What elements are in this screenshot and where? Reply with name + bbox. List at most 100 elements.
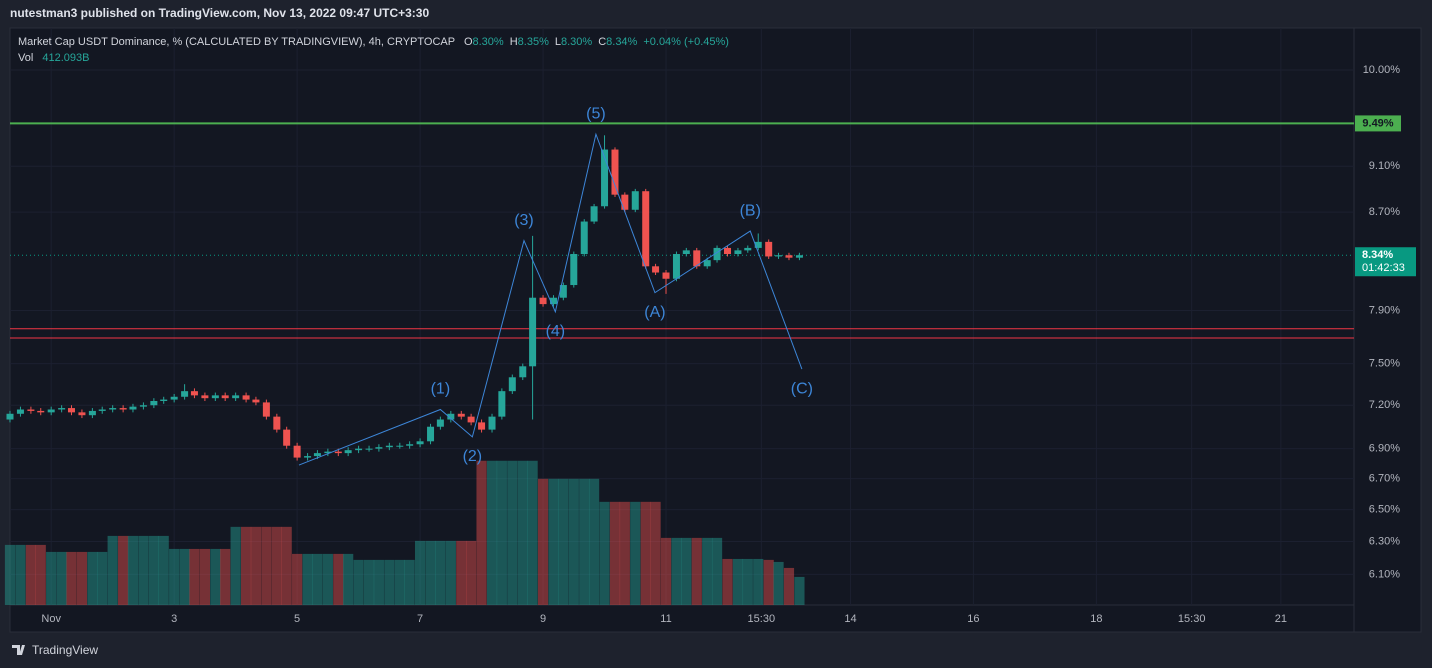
candle-body [396, 445, 404, 447]
volume-bar [87, 551, 98, 605]
volume-bar [107, 535, 118, 605]
y-tick-label: 8.70% [1369, 206, 1400, 218]
volume-bar [230, 526, 241, 605]
candle-body [652, 266, 660, 273]
volume-bar [711, 537, 723, 605]
candle-body [16, 409, 24, 414]
series-title: Market Cap USDT Dominance, % (CALCULATED… [18, 36, 455, 48]
candle-body [631, 191, 639, 210]
candle-body [242, 395, 250, 400]
candle-body [785, 255, 793, 258]
volume-bar [753, 558, 764, 605]
candle-body [27, 409, 35, 411]
volume-bar [794, 576, 805, 605]
volume-bar [445, 540, 456, 605]
candle-body [529, 297, 537, 367]
candle-body [682, 250, 690, 255]
volume-bar [353, 559, 364, 605]
volume-bar [4, 544, 16, 605]
brand: TradingView [12, 643, 98, 657]
candle-body [385, 445, 393, 448]
volume-bar [579, 478, 590, 605]
volume-bar [250, 526, 262, 605]
volume-bar [158, 535, 169, 605]
candle-body [436, 419, 444, 427]
candle-body [170, 396, 178, 400]
candle-body [232, 395, 240, 399]
y-tick-label: 6.10% [1369, 568, 1400, 580]
candle-body [519, 366, 527, 378]
x-tick-label: Nov [41, 613, 61, 625]
volume-bar [742, 558, 753, 605]
candle-body [304, 456, 312, 458]
candle-body [252, 399, 260, 403]
volume-bar [681, 537, 692, 605]
candle-body [406, 444, 414, 446]
volume-bar [118, 535, 129, 605]
x-tick-label: 16 [967, 613, 979, 625]
x-tick-label: 15:30 [748, 613, 776, 625]
volume-bar [691, 537, 702, 605]
candle-body [88, 410, 96, 416]
volume-bar [312, 553, 323, 605]
volume-bar [588, 478, 600, 605]
wave-line [298, 132, 803, 466]
candle-body [427, 426, 435, 442]
volume-bar [148, 535, 159, 605]
candle-body [109, 408, 117, 410]
candle-body [590, 206, 598, 222]
volume-bar [660, 537, 672, 605]
volume-bar [732, 558, 744, 605]
candle-body [78, 412, 86, 416]
candle-body [642, 191, 650, 267]
volume-bar [169, 548, 180, 605]
x-tick-label: 18 [1090, 613, 1102, 625]
x-tick-label: 9 [540, 613, 546, 625]
candle-body [334, 451, 342, 454]
volume-bar [702, 537, 713, 605]
candle-body [570, 254, 578, 286]
volume-bar [363, 559, 375, 605]
candle-body [775, 255, 783, 257]
ohlc-key: O [464, 36, 473, 48]
candle-body [672, 254, 680, 279]
volume-bar [373, 559, 384, 605]
volume-bar [456, 540, 467, 605]
candle-body [447, 413, 455, 420]
y-tick-label: 6.90% [1369, 443, 1400, 455]
volume-bar [404, 559, 415, 605]
x-tick-label: 11 [660, 613, 671, 625]
volume-bar [333, 553, 344, 605]
volume-name: Vol [18, 52, 33, 64]
change: +0.04% (+0.45%) [643, 36, 729, 48]
volume-bar [384, 559, 395, 605]
candle-body [150, 400, 158, 406]
candle-body [313, 453, 321, 457]
candle-body [416, 441, 424, 445]
candle-body [293, 445, 301, 458]
volume-bar [599, 501, 610, 605]
candle-body [550, 297, 558, 305]
y-tick-label: 6.70% [1369, 473, 1400, 485]
volume-bar [179, 548, 190, 605]
x-tick-label: 7 [417, 613, 423, 625]
wave-label: (C) [791, 380, 813, 397]
candle-body [139, 405, 147, 407]
candle-body [211, 395, 219, 399]
legend: Market Cap USDT Dominance, % (CALCULATED… [18, 36, 729, 48]
candle-body [478, 422, 486, 430]
price-badge [1355, 247, 1416, 277]
ohlc-value: 8.34% [606, 36, 637, 48]
candle-body [47, 409, 55, 413]
candle-body [129, 406, 137, 410]
candle-body [181, 391, 189, 397]
wave: (1) (2) (3) (4) (5) (A) (B) (C) [298, 105, 813, 466]
candle-body [58, 408, 66, 410]
byline: nutestman3 published on TradingView.com,… [10, 6, 429, 20]
volume-bar [722, 558, 733, 605]
candle-body [580, 221, 588, 255]
candle-body [744, 247, 752, 251]
wave-label: (2) [463, 448, 483, 465]
candle-body [375, 447, 383, 449]
